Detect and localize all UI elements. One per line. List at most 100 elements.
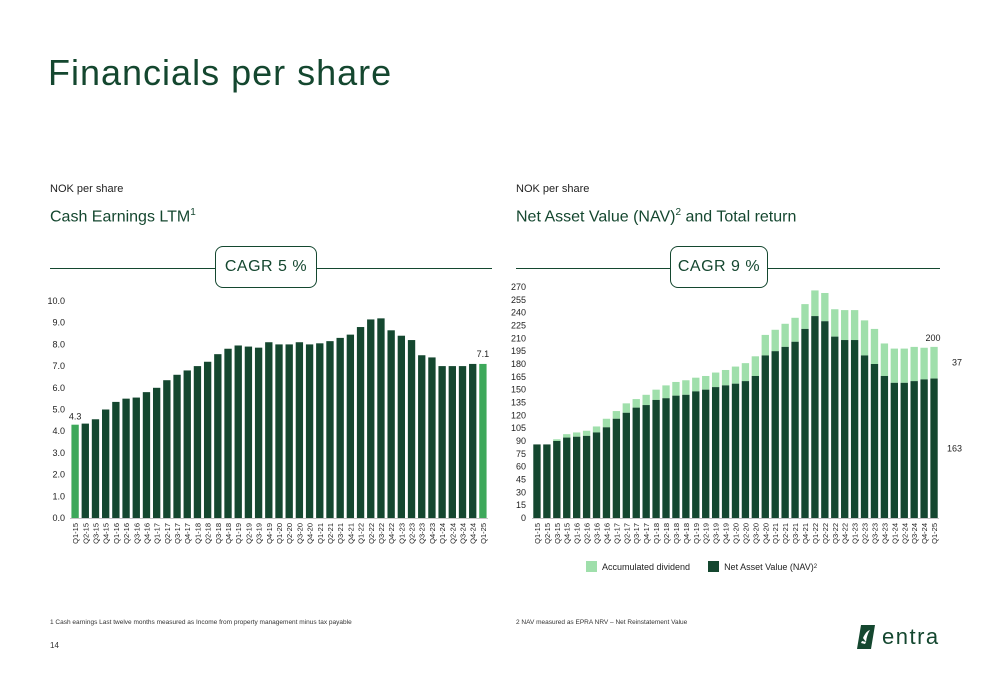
x-tick-label: Q3-22 xyxy=(831,523,840,544)
x-tick-label: Q3-16 xyxy=(132,523,141,544)
x-tick-label: Q3-23 xyxy=(418,523,427,544)
right-chart-title: Net Asset Value (NAV)2 and Total return xyxy=(516,207,796,226)
data-label-dividend: 37 xyxy=(952,358,962,368)
bar-dividend xyxy=(751,356,760,376)
x-tick-label: Q2-21 xyxy=(781,523,790,544)
legend-label-nav-sup: 2 xyxy=(813,563,818,570)
bar-nav xyxy=(563,437,571,518)
bar-nav xyxy=(841,340,849,518)
bar xyxy=(173,374,181,518)
y-tick-label: 210 xyxy=(511,333,526,343)
x-tick-label: Q2-17 xyxy=(163,523,172,544)
bar-nav xyxy=(602,427,611,518)
left-footnote: 1 Cash earnings Last twelve months measu… xyxy=(50,619,352,626)
x-tick-label: Q1-20 xyxy=(275,523,284,544)
y-tick-label: 15 xyxy=(516,500,526,510)
entra-logo-icon xyxy=(857,625,875,649)
bar-dividend xyxy=(602,418,611,428)
bar xyxy=(448,366,456,518)
x-tick-label: Q4-18 xyxy=(682,523,691,544)
x-tick-label: Q4-19 xyxy=(265,523,274,544)
legend-swatch-nav xyxy=(708,561,720,572)
bar xyxy=(102,409,110,518)
bar xyxy=(183,370,191,518)
x-tick-label: Q3-21 xyxy=(336,523,345,544)
y-tick-label: 225 xyxy=(511,321,526,331)
bar-nav xyxy=(582,435,591,518)
x-tick-label: Q1-15 xyxy=(71,523,80,544)
bar-dividend xyxy=(900,348,908,383)
bar-dividend xyxy=(563,434,571,438)
x-tick-label: Q4-24 xyxy=(469,523,478,544)
bar xyxy=(203,361,212,518)
x-tick-label: Q3-15 xyxy=(91,523,100,544)
x-tick-label: Q2-23 xyxy=(408,523,417,544)
bar xyxy=(71,424,79,518)
bar xyxy=(387,330,395,518)
bar-nav xyxy=(553,441,561,518)
x-tick-label: Q2-18 xyxy=(204,523,213,544)
x-tick-label: Q1-23 xyxy=(851,523,860,544)
x-tick-label: Q4-15 xyxy=(563,523,572,544)
bar-nav xyxy=(930,378,938,518)
x-tick-label: Q1-16 xyxy=(573,523,582,544)
data-label-last: 7.1 xyxy=(477,349,490,359)
bar-nav xyxy=(533,444,541,518)
bar xyxy=(316,343,324,518)
bar xyxy=(336,337,344,518)
x-tick-label: Q3-17 xyxy=(173,523,182,544)
y-tick-label: 255 xyxy=(511,295,526,305)
left-title-sup: 1 xyxy=(190,207,196,218)
bar-dividend xyxy=(801,304,809,329)
bar xyxy=(377,318,385,518)
y-tick-label: 60 xyxy=(516,462,526,472)
bar-dividend xyxy=(890,348,899,383)
bar-dividend xyxy=(791,317,799,342)
bar-nav xyxy=(592,432,601,518)
y-tick-label: 75 xyxy=(516,449,526,459)
x-tick-label: Q2-15 xyxy=(543,523,552,544)
bar-dividend xyxy=(880,343,889,376)
bar-nav xyxy=(850,340,859,518)
y-tick-label: 270 xyxy=(511,282,526,292)
x-tick-label: Q2-16 xyxy=(122,523,131,544)
y-tick-label: 4.0 xyxy=(52,426,65,436)
bar-dividend xyxy=(841,310,849,341)
bar-nav xyxy=(801,328,809,518)
bar-nav xyxy=(900,382,908,518)
bar-nav xyxy=(692,391,700,518)
bar xyxy=(438,366,446,518)
bar xyxy=(458,366,467,518)
x-tick-label: Q3-17 xyxy=(632,523,641,544)
x-tick-label: Q4-21 xyxy=(801,523,810,544)
x-tick-label: Q2-19 xyxy=(244,523,253,544)
right-title-suffix: and Total return xyxy=(681,208,797,226)
x-tick-label: Q1-17 xyxy=(612,523,621,544)
bar-dividend xyxy=(781,323,789,347)
bar-dividend xyxy=(682,380,690,395)
x-tick-label: Q1-25 xyxy=(930,523,939,544)
bar xyxy=(469,363,477,518)
x-tick-label: Q1-18 xyxy=(193,523,202,544)
bar-nav xyxy=(642,405,650,518)
bar-nav xyxy=(831,336,839,518)
right-legend: Accumulated dividend Net Asset Value (NA… xyxy=(586,561,817,572)
x-tick-label: Q4-17 xyxy=(642,523,651,544)
left-bar-chart: 0.01.02.03.04.05.06.07.08.09.010.0Q1-15 Q… xyxy=(47,296,490,544)
bar-dividend xyxy=(572,432,581,437)
bar-dividend xyxy=(612,411,621,419)
right-cagr-badge: CAGR 9 % xyxy=(670,246,768,288)
y-tick-label: 135 xyxy=(511,398,526,408)
bar-dividend xyxy=(850,310,859,341)
bar-nav xyxy=(702,389,710,518)
y-tick-label: 5.0 xyxy=(52,405,65,415)
x-tick-label: Q2-23 xyxy=(861,523,870,544)
bar xyxy=(112,401,120,518)
bar xyxy=(244,346,253,518)
y-tick-label: 105 xyxy=(511,423,526,433)
bar-dividend xyxy=(920,347,928,380)
bar-dividend xyxy=(662,385,670,399)
x-tick-label: Q1-24 xyxy=(438,523,447,544)
y-tick-label: 9.0 xyxy=(52,318,65,328)
bar-dividend xyxy=(632,399,640,408)
